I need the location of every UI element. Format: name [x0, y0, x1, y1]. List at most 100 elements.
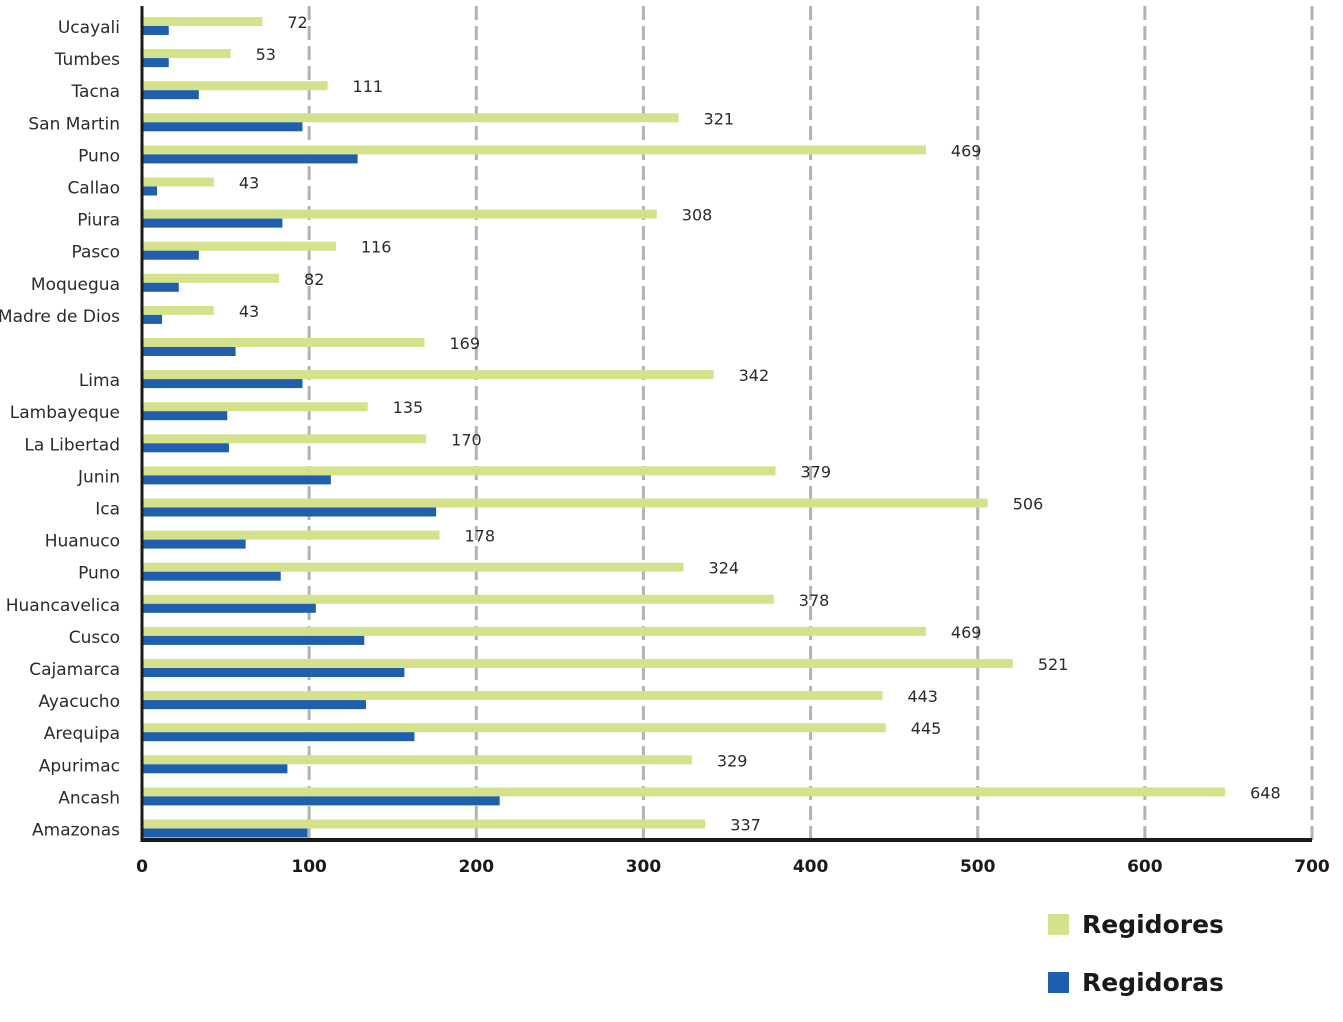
category-label-madre-de-dios-9: Madre de Dios [0, 307, 120, 327]
bar-regidores-ucayali-0 [142, 17, 263, 26]
category-label-huanuco-16: Huanuco [45, 532, 120, 552]
bar-regidores-unlabeled-10 [142, 338, 425, 347]
value-label-ica-15: 506 [1013, 495, 1044, 514]
legend-swatch-regidores [1048, 913, 1069, 935]
category-label-amazonas-25: Amazonas [32, 821, 120, 841]
bar-regidores-san-martin-3 [142, 113, 679, 123]
bar-regidores-cajamarca-20 [142, 659, 1013, 668]
bar-regidoras-lambayeque-12 [142, 411, 228, 421]
bar-regidores-amazonas-25 [142, 819, 706, 829]
bar-regidoras-puno-4 [142, 154, 358, 164]
bar-regidores-madre-de-dios-9 [142, 305, 214, 315]
category-label-lima-11: Lima [79, 371, 120, 391]
category-label-pasco-7: Pasco [71, 243, 120, 263]
category-label-moquegua-8: Moquegua [31, 275, 120, 295]
category-label-callao-5: Callao [67, 179, 120, 199]
bar-regidoras-tacna-2 [142, 90, 199, 100]
category-label-huancavelica-18: Huancavelica [6, 596, 120, 616]
bar-regidoras-lima-11 [142, 379, 303, 389]
bar-regidoras-madre-de-dios-9 [142, 314, 163, 324]
legend-item-regidoras: Regidoras [1048, 964, 1224, 1000]
category-label-piura-6: Piura [77, 211, 120, 231]
category-label-puno-4: Puno [78, 146, 120, 166]
value-label-huanuco-16: 178 [465, 527, 496, 546]
x-tick-label-0: 0 [136, 857, 148, 877]
value-label-tumbes-1: 53 [256, 45, 276, 64]
category-label-lambayeque-12: Lambayeque [10, 403, 120, 423]
bar-regidores-ancash-24 [142, 787, 1226, 797]
value-label-lambayeque-12: 135 [393, 398, 424, 417]
bar-regidoras-cusco-19 [142, 635, 365, 645]
bar-regidores-huancavelica-18 [142, 594, 774, 604]
value-label-ayacucho-21: 443 [907, 687, 938, 706]
value-label-lima-11: 342 [739, 366, 770, 385]
bar-regidoras-callao-5 [142, 186, 158, 196]
bar-regidores-la-libertad-13 [142, 434, 427, 444]
bar-regidores-huanuco-16 [142, 530, 440, 540]
x-tick-label-200: 200 [459, 857, 495, 877]
value-label-huancavelica-18: 378 [799, 591, 830, 610]
bar-regidoras-amazonas-25 [142, 828, 308, 838]
value-label-tacna-2: 111 [353, 77, 384, 96]
bar-regidores-callao-5 [142, 177, 214, 187]
legend: Regidores Regidoras [1048, 906, 1224, 1022]
category-label-cajamarca-20: Cajamarca [29, 660, 120, 680]
value-label-piura-6: 308 [682, 206, 713, 225]
bar-regidores-puno-4 [142, 145, 926, 155]
bar-regidoras-puno-17 [142, 571, 281, 581]
bar-regidores-ayacucho-21 [142, 691, 883, 701]
bar-regidoras-san-martin-3 [142, 122, 303, 132]
category-label-san-martin-3: San Martin [28, 114, 120, 134]
category-label-la-libertad-13: La Libertad [24, 435, 120, 455]
bar-regidores-ica-15 [142, 498, 988, 508]
value-label-la-libertad-13: 170 [451, 430, 482, 449]
value-label-san-martin-3: 321 [704, 109, 735, 128]
value-label-ancash-24: 648 [1250, 783, 1281, 802]
bar-regidoras-ancash-24 [142, 796, 500, 806]
category-label-ancash-24: Ancash [58, 788, 120, 808]
category-label-ucayali-0: Ucayali [58, 18, 120, 38]
category-label-ica-15: Ica [95, 500, 120, 520]
value-label-amazonas-25: 337 [730, 816, 761, 835]
legend-item-regidores: Regidores [1048, 906, 1224, 942]
value-label-cusco-19: 469 [951, 623, 982, 642]
value-label-moquegua-8: 82 [304, 270, 324, 289]
value-label-ucayali-0: 72 [287, 13, 307, 32]
value-label-junin-14: 379 [800, 462, 831, 481]
x-tick-label-600: 600 [1127, 857, 1163, 877]
bar-regidores-lima-11 [142, 370, 714, 380]
bar-regidoras-la-libertad-13 [142, 443, 229, 453]
bar-chart: 72 Ucayali 53 Tumbes 111 Tacna 321 San Martin 46… [0, 6, 1330, 877]
x-tick-label-100: 100 [291, 857, 327, 877]
bar-regidoras-ayacucho-21 [142, 700, 366, 710]
bar-regidoras-arequipa-22 [142, 732, 415, 742]
bar-regidoras-cajamarca-20 [142, 668, 405, 677]
value-label-arequipa-22: 445 [911, 719, 942, 738]
legend-label-regidoras: Regidoras [1082, 967, 1224, 997]
bar-regidores-cusco-19 [142, 626, 926, 636]
category-label-apurimac-23: Apurimac [39, 756, 120, 776]
category-label-ayacucho-21: Ayacucho [38, 692, 120, 712]
bar-regidores-tumbes-1 [142, 49, 231, 59]
legend-label-regidores: Regidores [1082, 909, 1224, 939]
bar-regidores-arequipa-22 [142, 723, 886, 733]
bar-regidores-junin-14 [142, 466, 776, 476]
bar-regidoras-unlabeled-10 [142, 347, 236, 356]
bar-regidoras-piura-6 [142, 218, 283, 228]
bar-regidores-apurimac-23 [142, 755, 692, 765]
bar-regidores-tacna-2 [142, 81, 328, 91]
value-label-cajamarca-20: 521 [1038, 655, 1069, 674]
category-label-tumbes-1: Tumbes [54, 50, 120, 70]
x-tick-label-300: 300 [626, 857, 662, 877]
x-tick-label-500: 500 [960, 857, 996, 877]
category-label-puno-17: Puno [78, 564, 120, 584]
category-label-cusco-19: Cusco [69, 628, 120, 648]
bar-regidoras-apurimac-23 [142, 764, 288, 774]
bar-regidores-pasco-7 [142, 241, 336, 251]
bar-regidores-piura-6 [142, 209, 657, 219]
category-label-arequipa-22: Arequipa [44, 724, 120, 744]
x-tick-label-400: 400 [793, 857, 829, 877]
x-tick-label-700: 700 [1294, 857, 1330, 877]
value-label-callao-5: 43 [239, 174, 259, 193]
bar-regidoras-ica-15 [142, 507, 437, 517]
